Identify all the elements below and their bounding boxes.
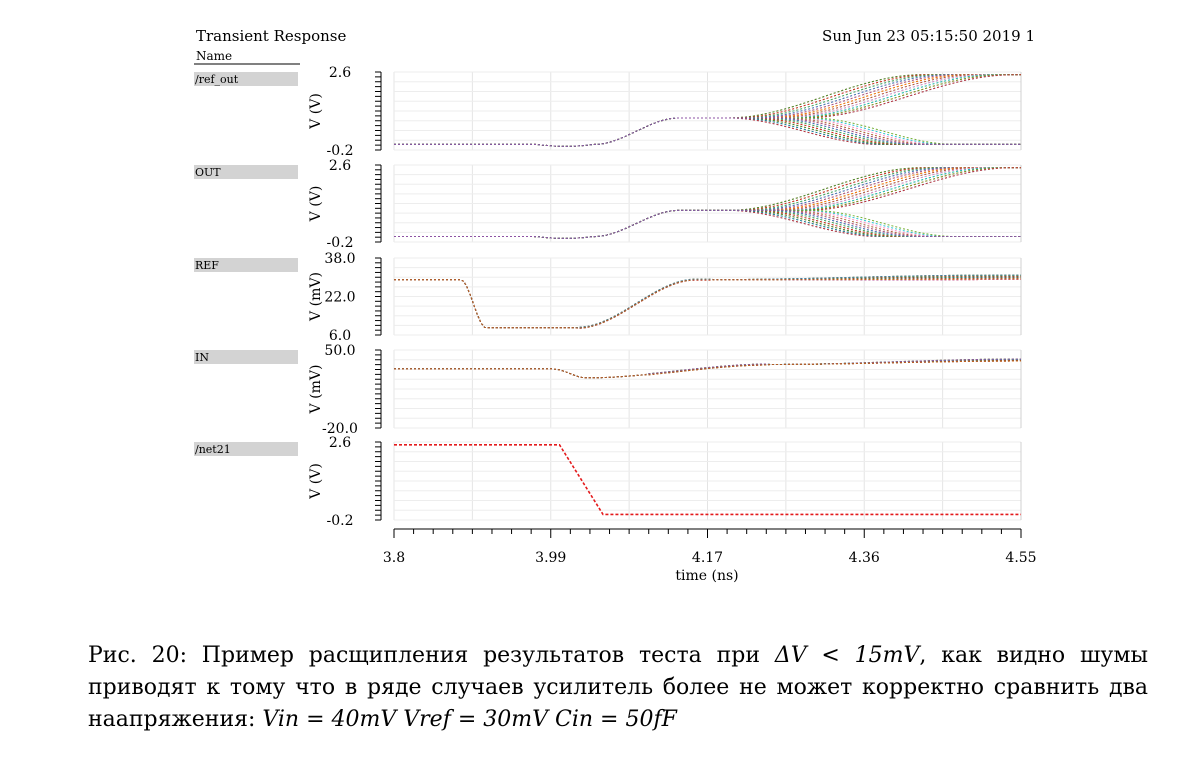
panel-net21: /net21 2.6 -0.2V (V): [194, 435, 1022, 529]
legend-name: REF: [195, 259, 219, 272]
series-line: [394, 117, 1021, 147]
legend-name: IN: [195, 351, 209, 364]
x-axis-label: time (ns): [675, 568, 738, 584]
caption-math-delta: ΔV < 15mV: [774, 643, 920, 668]
legend-name: /ref_out: [195, 73, 239, 86]
panel-in: IN 50.0 -20.0 V (mV): [194, 343, 1022, 437]
x-tick-label: 3.8: [383, 550, 405, 566]
x-tick-label: 4.36: [849, 550, 880, 566]
y-axis-label: V (V): [308, 186, 324, 223]
series-line: [394, 360, 1021, 379]
legend-badge[interactable]: [194, 72, 298, 86]
y-axis-label: V (mV): [308, 272, 324, 322]
caption-text-2: , как видно шумы приводят к тому что в р…: [88, 643, 1148, 732]
y-tick-label: 6.0: [329, 328, 351, 344]
legend-badge[interactable]: [194, 442, 298, 456]
caption-text-1: Рис. 20: Пример расщипления результатов …: [88, 643, 775, 668]
series-line: [394, 274, 1021, 329]
x-tick-label: 3.99: [535, 550, 566, 566]
y-tick-label: 2.6: [329, 158, 351, 174]
legend-badge[interactable]: [194, 258, 298, 272]
panel-out: OUT 2.6 -0.2V (V): [194, 158, 1022, 251]
legend-badge[interactable]: [194, 350, 298, 364]
x-tick-label: 4.55: [1005, 550, 1036, 566]
caption-math-vin: Vin = 40mV: [262, 707, 397, 732]
y-axis-label: V (V): [308, 463, 324, 500]
x-axis: 3.8 3.99 4.17 4.36 4.55: [383, 528, 1037, 566]
panels: /ref_out 2.6-0.2V (V)OUT 2.6-0.2V (V)REF 38…: [194, 65, 1022, 529]
legend-header: Name: [196, 49, 232, 63]
y-tick-label: 50.0: [324, 343, 355, 359]
x-tick-label: 4.17: [692, 550, 723, 566]
panel-refout: /ref_out 2.6 -0.2V (V): [194, 65, 1022, 159]
legend-badge[interactable]: [194, 165, 298, 179]
transient-response-chart: Transient Response Sun Jun 23 05:15:50 2…: [194, 27, 1037, 584]
y-tick-label: 22.0: [324, 290, 355, 306]
series-line: [394, 277, 1021, 329]
y-tick-label: -0.2: [327, 235, 354, 251]
y-tick-label: 2.6: [329, 435, 351, 451]
y-tick-label: -0.2: [327, 513, 354, 529]
series-line: [394, 443, 1021, 516]
panel-ref: REF 38.0 22.0 6.0 V (mV): [194, 251, 1022, 344]
caption-math-vref: Vref = 30mV: [403, 707, 548, 732]
caption-math-cin: Cin = 50fF: [555, 707, 677, 732]
y-axis-label: V (V): [308, 93, 324, 130]
legend-name: OUT: [195, 166, 221, 179]
legend-name: /net21: [195, 443, 231, 456]
series-line: [394, 209, 1021, 239]
y-axis-label: V (mV): [308, 365, 324, 415]
chart-timestamp: Sun Jun 23 05:15:50 2019 1: [822, 27, 1035, 45]
y-tick-label: -20.0: [322, 421, 358, 437]
chart-title: Transient Response: [196, 27, 346, 45]
y-tick-label: -0.2: [327, 143, 354, 159]
y-tick-label: 2.6: [329, 65, 351, 81]
figure-caption: Рис. 20: Пример расщипления результатов …: [88, 640, 1148, 736]
y-tick-label: 38.0: [324, 251, 355, 267]
